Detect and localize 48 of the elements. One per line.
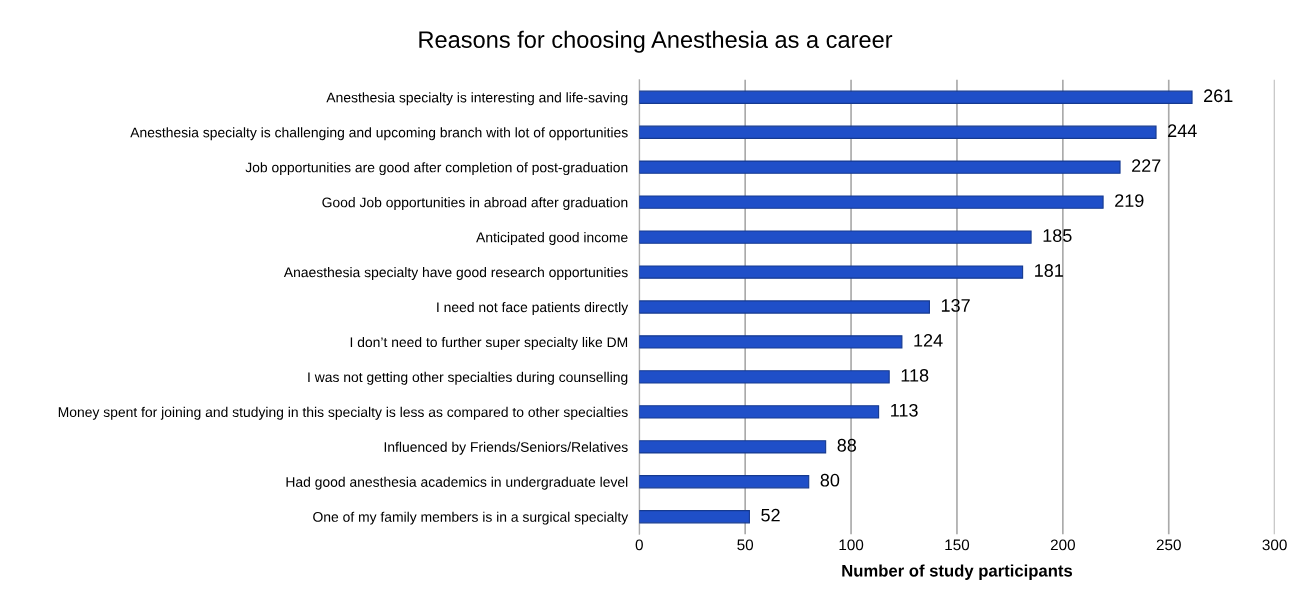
- x-tick-label: 0: [635, 539, 643, 551]
- data-label: 80: [820, 473, 840, 487]
- y-tick-label: Influenced by Friends/Seniors/Relatives: [384, 441, 628, 455]
- data-label: 88: [837, 438, 857, 452]
- y-tick-label: I need not face patients directly: [437, 301, 629, 315]
- y-tick-label: One of my family members is in a surgical specialty: [313, 511, 629, 525]
- data-label: 227: [1132, 159, 1161, 172]
- bar: [639, 475, 810, 489]
- x-tick-label: 100: [839, 539, 864, 551]
- y-tick-label: Anaesthesia specialty have good research opportunities: [283, 267, 628, 280]
- bar: [639, 510, 750, 524]
- x-axis-title: Number of study participants: [842, 564, 1073, 580]
- data-label: 219: [1115, 194, 1144, 207]
- bar: [639, 370, 890, 384]
- bar: [639, 300, 930, 314]
- y-tick-label: Job opportunities are good after completion of post-graduation: [245, 162, 628, 176]
- bar: [639, 335, 903, 349]
- data-label: 113: [891, 403, 918, 417]
- y-tick-label: Anesthesia specialty is challenging and upcoming branch with lot of opportunities: [130, 127, 628, 141]
- data-label: 124: [914, 334, 943, 347]
- y-tick-label: Good Job opportunities in abroad after graduation: [322, 197, 628, 211]
- data-label: 137: [941, 299, 970, 312]
- y-tick-label: I don’t need to further super specialty like DM: [350, 336, 628, 350]
- y-tick-label: I was not getting other specialties during counselling: [308, 371, 628, 385]
- data-label: 185: [1043, 229, 1072, 242]
- x-tick-label: 150: [945, 539, 970, 551]
- y-tick-label: Anesthesia specialty is interesting and life-saving: [326, 92, 628, 106]
- bar: [639, 230, 1032, 244]
- bar: [639, 160, 1121, 174]
- x-tick-label: 250: [1156, 539, 1181, 551]
- data-label: 118: [901, 368, 929, 382]
- x-tick-label: 200: [1050, 539, 1075, 551]
- bar: [639, 90, 1193, 104]
- y-tick-label: Had good anesthesia academics in undergraduate level: [286, 476, 628, 490]
- chart-title: Reasons for choosing Anesthesia as a career: [419, 30, 893, 53]
- data-label: 52: [761, 508, 780, 522]
- bar: [639, 440, 827, 454]
- y-tick-label: Anticipated good income: [476, 232, 628, 246]
- data-label: 181: [1035, 264, 1063, 277]
- bar: [639, 125, 1157, 139]
- bar: [639, 405, 880, 419]
- data-label: 244: [1168, 124, 1197, 137]
- y-tick-label: Money spent for joining and studying in this specialty is less as compared to other specialties: [58, 406, 628, 420]
- bar: [639, 265, 1024, 279]
- x-tick-label: 50: [737, 539, 754, 551]
- bar: [639, 195, 1104, 209]
- data-label: 261: [1204, 89, 1233, 103]
- x-tick-label: 300: [1262, 539, 1287, 551]
